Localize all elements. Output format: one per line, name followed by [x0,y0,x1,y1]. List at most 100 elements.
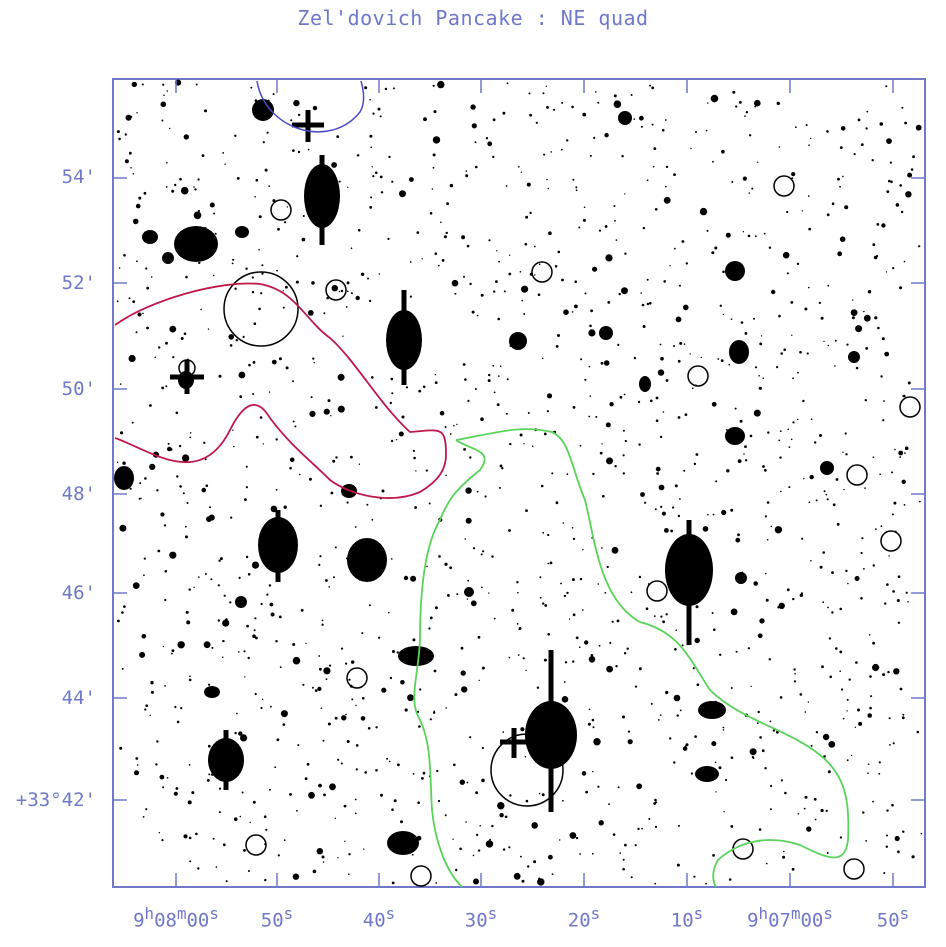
faint-star [535,121,538,124]
faint-star [372,175,375,178]
faint-star [669,265,671,267]
faint-star [575,636,579,640]
faint-star [860,597,863,600]
faint-star [882,419,885,422]
faint-star [445,707,448,709]
faint-star [747,647,751,650]
faint-star [434,381,438,384]
faint-star [869,675,872,678]
faint-star [236,177,240,180]
faint-star [193,211,202,220]
faint-star [234,731,237,735]
faint-star [466,598,469,600]
faint-star [768,658,771,661]
faint-star [895,203,900,207]
faint-star [248,363,251,367]
faint-star [711,401,717,407]
faint-star [584,640,589,645]
faint-star [712,854,715,857]
faint-star [454,693,458,697]
faint-star [854,726,857,728]
x-tick-label: 50s [260,904,294,932]
faint-star [276,269,278,272]
faint-star [459,779,465,785]
faint-star [417,801,420,804]
faint-star [492,118,496,122]
faint-star [218,559,221,562]
faint-star [323,408,330,415]
x-tick-label: 9h07m00s [747,904,833,932]
faint-star [388,155,391,159]
faint-star [642,325,646,328]
faint-star [493,391,496,394]
faint-star [903,394,906,398]
faint-star [310,396,313,399]
faint-star [284,221,287,224]
faint-star [887,670,890,674]
faint-star [447,594,450,597]
faint-star [790,301,794,304]
faint-star [571,105,574,109]
faint-star [744,445,747,448]
faint-star [674,484,678,488]
faint-star [730,756,734,759]
faint-star [713,628,716,631]
faint-star [481,666,485,670]
faint-star [886,809,889,812]
faint-star [245,486,248,489]
faint-star [337,857,339,859]
faint-star [321,855,325,859]
faint-star [508,656,511,659]
faint-star [615,239,618,241]
faint-stars [115,79,923,886]
faint-star [205,484,209,488]
y-tick-label: 50' [61,378,96,400]
faint-star [613,205,616,207]
faint-star [521,879,525,883]
faint-star [693,462,697,466]
faint-star [815,499,818,502]
y-tick-label: 48' [61,483,96,505]
faint-star [675,316,682,323]
faint-star [735,650,738,653]
faint-star [308,791,315,799]
faint-star [379,115,382,118]
faint-star [561,278,564,282]
faint-star [439,410,445,416]
faint-star [803,477,805,480]
faint-star [444,814,447,817]
faint-star [808,286,810,289]
faint-star [809,474,814,480]
faint-star [683,304,689,311]
faint-star [474,141,477,144]
faint-star [404,708,408,712]
faint-star [604,133,609,138]
faint-star [389,401,392,405]
faint-star [862,811,865,814]
faint-star [299,473,301,476]
faint-star [765,598,769,602]
faint-star [166,90,169,92]
faint-star [307,310,314,316]
faint-star [761,749,765,753]
faint-star [839,836,843,839]
faint-star [604,225,608,228]
faint-star [582,549,584,551]
faint-star [475,165,478,169]
faint-star [232,258,235,261]
faint-star [527,412,530,414]
faint-star [138,497,141,500]
faint-star [243,650,246,653]
faint-star [185,610,189,614]
faint-star [131,81,137,88]
faint-star [715,480,718,483]
faint-star [262,141,265,144]
faint-star [432,153,436,157]
faint-star [164,570,168,573]
faint-star [575,186,578,189]
faint-star [123,605,126,608]
faint-star [245,267,248,270]
faint-star [340,647,344,650]
faint-star [886,190,890,194]
faint-star [470,104,476,110]
